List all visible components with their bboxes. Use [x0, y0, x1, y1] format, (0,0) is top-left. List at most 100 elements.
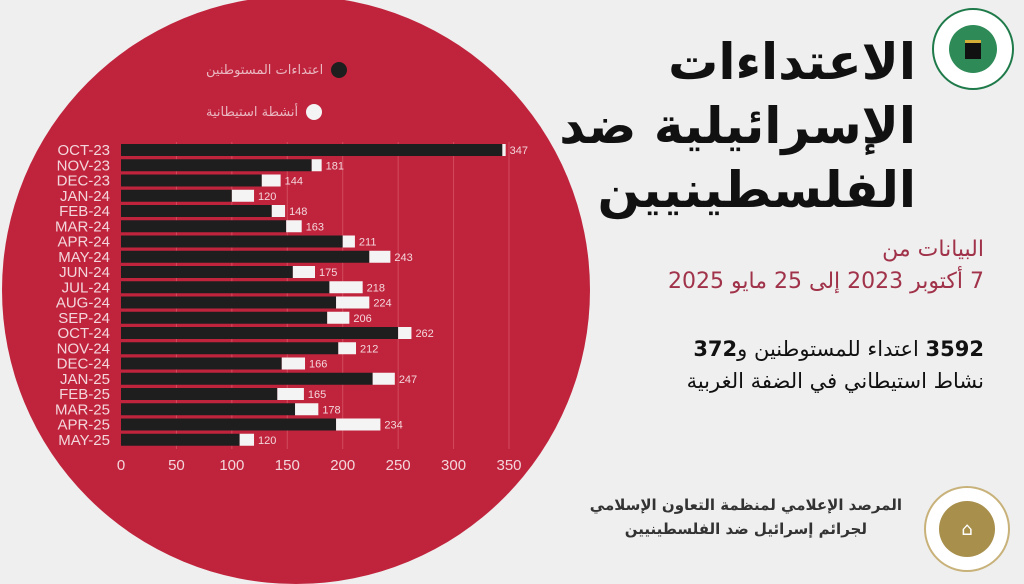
- y-tick-label: APR-25: [57, 417, 110, 434]
- legend-label-settlement: أنشطة استيطانية: [206, 104, 299, 120]
- bar-attacks: [121, 311, 328, 324]
- bar-settlement: [502, 144, 506, 156]
- data-label: 165: [308, 389, 326, 401]
- bar-settlement: [327, 311, 350, 324]
- y-tick-label: OCT-24: [57, 325, 110, 342]
- legend-swatch-attacks: [331, 62, 348, 78]
- bar-settlement: [336, 418, 381, 431]
- bar-settlement: [286, 220, 302, 233]
- bar-attacks: [121, 433, 240, 446]
- bar-settlement: [295, 403, 319, 416]
- bar-attacks: [121, 357, 282, 370]
- bar-attacks: [121, 205, 272, 217]
- data-label: 218: [367, 282, 385, 294]
- settlement-text: نشاط استيطاني في الضفة الغربية: [686, 369, 984, 393]
- bar-attacks: [121, 281, 330, 294]
- x-tick-label: 100: [219, 457, 244, 474]
- attacks-text: اعتداء للمستوطنين و: [737, 337, 926, 361]
- x-tick-label: 150: [275, 457, 300, 474]
- bar-attacks: [121, 403, 296, 416]
- y-tick-label: NOV-24: [57, 340, 110, 357]
- bar-settlement: [342, 235, 355, 248]
- x-tick-label: 250: [386, 457, 411, 474]
- bar-attacks: [121, 250, 370, 263]
- bar-settlement: [338, 342, 357, 355]
- bar-settlement: [231, 189, 255, 202]
- bar-settlement: [329, 281, 363, 294]
- y-tick-label: MAY-25: [58, 432, 110, 449]
- y-tick-label: FEB-25: [59, 386, 110, 403]
- footer-line-1: المرصد الإعلامي لمنظمة التعاون الإسلامي: [589, 496, 902, 514]
- footer-line-2: لجرائم إسرائيل ضد الفلسطينيين: [624, 520, 867, 538]
- data-label: 243: [394, 252, 412, 264]
- bar-settlement: [336, 296, 370, 309]
- footer-org-name: المرصد الإعلامي لمنظمة التعاون الإسلامي …: [590, 493, 902, 541]
- bar-attacks: [121, 220, 287, 233]
- y-tick-label: DEC-23: [57, 173, 110, 190]
- y-tick-label: NOV-23: [57, 157, 110, 174]
- bar-attacks: [121, 418, 337, 431]
- data-label: 144: [285, 176, 303, 188]
- data-label: 211: [359, 237, 377, 249]
- bar-attacks: [121, 388, 278, 400]
- y-tick-label: JAN-25: [60, 371, 110, 388]
- bar-settlement: [261, 174, 281, 187]
- summary-stats: 3592 اعتداء للمستوطنين و372 نشاط استيطان…: [687, 333, 984, 397]
- bar-attacks: [121, 174, 262, 187]
- bar-chart: 0 50 100 150 200 250 300 350 OCT-23 347 NOV-23 181 D…: [55, 142, 528, 474]
- data-label: 212: [360, 343, 378, 355]
- kaaba-icon: [965, 39, 981, 59]
- x-tick-label: 300: [441, 457, 466, 474]
- y-tick-label: MAR-24: [55, 218, 110, 235]
- legend-label-attacks: اعتداءات المستوطنين: [206, 62, 324, 78]
- palestine-observatory-seal: ⌂: [924, 486, 1010, 572]
- data-label: 181: [326, 160, 344, 172]
- y-tick-label: JUL-24: [62, 279, 110, 296]
- page-title: الاعتداءات الإسرائيلية ضد الفلسطينيين: [559, 30, 916, 222]
- title-line-2: الإسرائيلية ضد: [559, 97, 916, 155]
- x-tick-label: 350: [496, 457, 521, 474]
- bar-settlement: [271, 205, 286, 217]
- bar-settlement: [398, 327, 412, 339]
- dome-icon: ⌂: [939, 501, 995, 557]
- x-tick-label: 0: [117, 457, 125, 474]
- data-label: 262: [415, 328, 433, 340]
- data-label: 175: [319, 267, 337, 279]
- data-label: 166: [309, 359, 327, 371]
- bar-attacks: [121, 159, 312, 172]
- oic-logo: [932, 8, 1014, 90]
- bar-attacks: [121, 327, 399, 339]
- bar-settlement: [277, 388, 304, 400]
- legend-item-attacks: اعتداءات المستوطنين: [206, 62, 348, 78]
- data-label: 224: [373, 298, 391, 310]
- legend-swatch-settlement: [306, 104, 323, 120]
- y-tick-label: AUG-24: [56, 295, 110, 312]
- bar-settlement: [292, 266, 315, 278]
- legend-item-settlement: أنشطة استيطانية: [206, 104, 323, 120]
- data-label: 120: [258, 435, 276, 447]
- data-label: 347: [510, 145, 528, 157]
- bar-settlement: [239, 433, 255, 446]
- date-range-value: 7 أكتوبر 2023 إلى 25 مايو 2025: [668, 269, 984, 294]
- y-tick-label: JAN-24: [60, 188, 110, 205]
- data-label: 178: [322, 404, 340, 416]
- data-label: 206: [353, 313, 371, 325]
- bar-attacks: [121, 372, 373, 385]
- data-label: 120: [258, 191, 276, 203]
- title-line-1: الاعتداءات: [668, 33, 916, 91]
- x-tick-label: 50: [168, 457, 185, 474]
- bar-settlement: [281, 357, 306, 370]
- title-line-3: الفلسطينيين: [597, 161, 916, 219]
- y-tick-label: MAY-24: [58, 249, 110, 266]
- data-label: 247: [399, 374, 417, 386]
- y-tick-label: SEP-24: [58, 310, 110, 327]
- date-range-label: البيانات من: [882, 237, 984, 262]
- bar-attacks: [121, 144, 503, 156]
- bar-attacks: [121, 266, 293, 278]
- attacks-count: 3592: [925, 337, 984, 361]
- y-tick-label: MAR-25: [55, 401, 110, 418]
- y-tick-label: APR-24: [57, 234, 110, 251]
- settlement-count: 372: [693, 337, 738, 361]
- bar-attacks: [121, 342, 339, 355]
- bar-settlement: [311, 159, 322, 172]
